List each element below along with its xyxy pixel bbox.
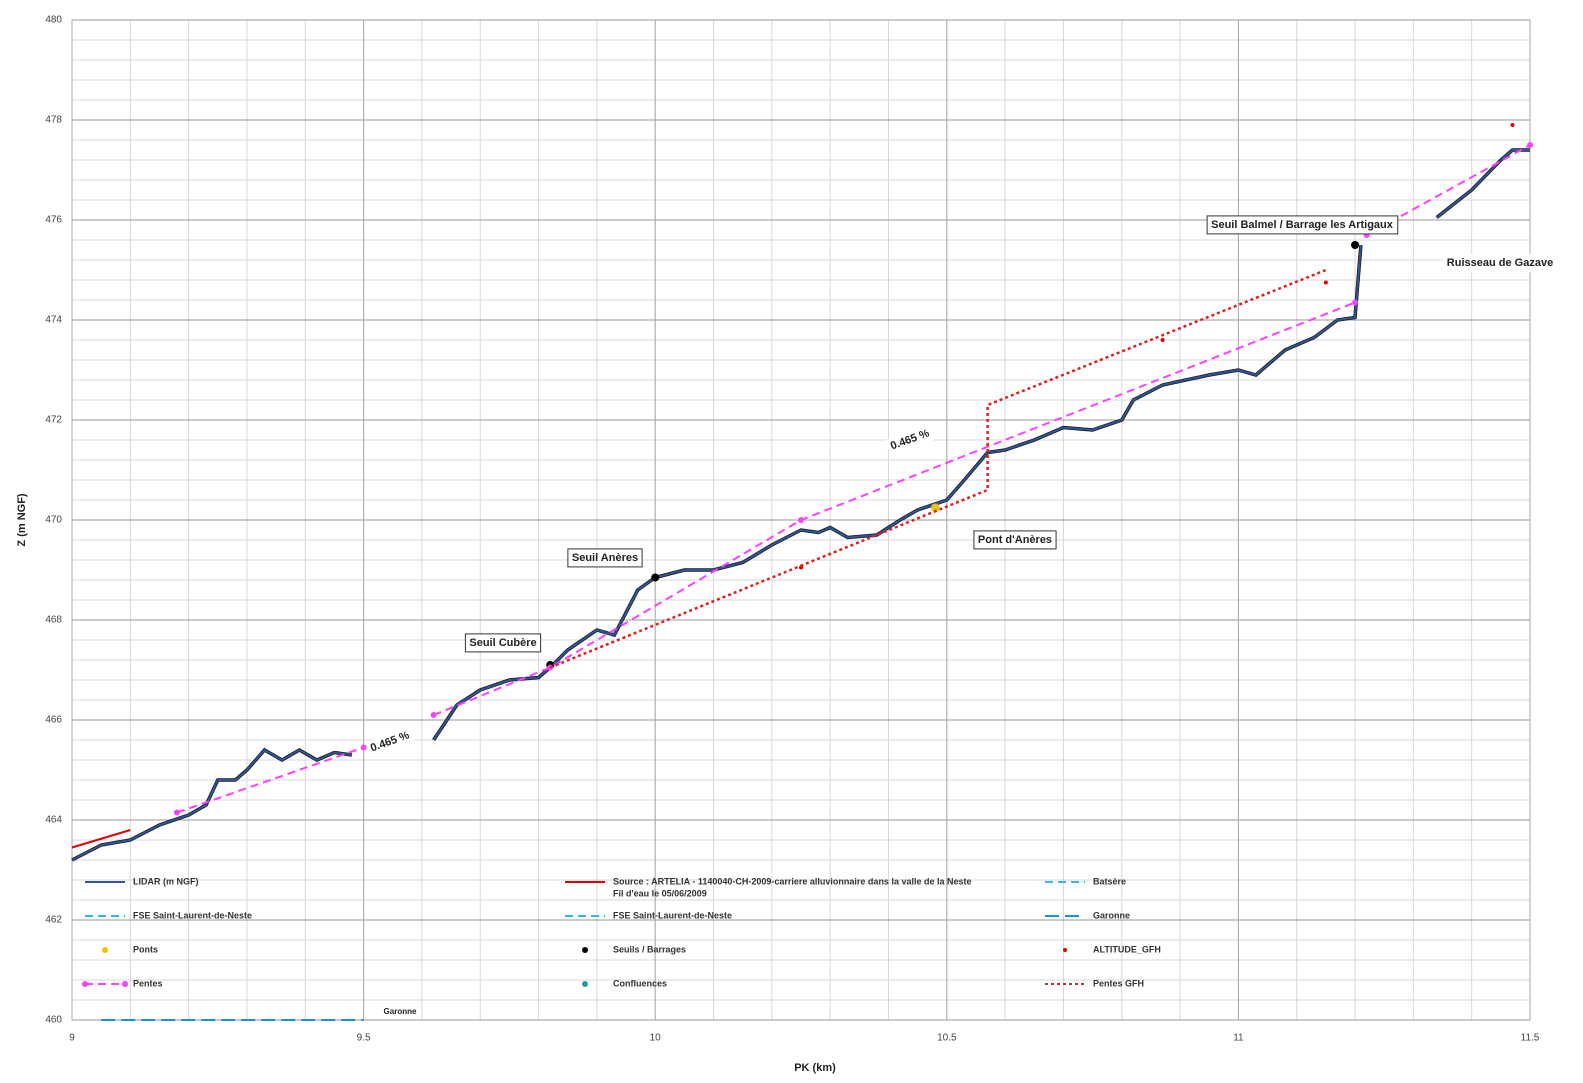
series-marker [651,573,660,582]
legend-label: Pentes [133,978,163,988]
legend-label: ALTITUDE_GFH [1093,944,1161,954]
x-tick-label: 10.5 [937,1033,957,1044]
annotation-box [1442,253,1558,272]
annotation: Garonne [384,1007,417,1016]
y-tick-label: 466 [45,715,62,726]
legend-marker [582,947,588,953]
annotation-box [973,530,1057,550]
y-tick-label: 478 [45,115,62,126]
series-marker [1351,241,1360,249]
legend-label: FSE Saint-Laurent-de-Neste [133,910,252,920]
series-marker [1160,338,1165,342]
legend-label: Confluences [613,978,667,988]
annotation-bg [885,424,935,456]
y-tick-label: 472 [45,415,62,426]
legend-note: Fil d'eau le 05/06/2009 [613,888,707,898]
annotation: Seuil Cubère [464,633,542,653]
annotation-box [567,548,643,568]
annotation-text: Seuil Anères [572,552,638,564]
annotation-box [464,633,542,653]
series-marker [1352,299,1359,306]
legend-label: Pentes GFH [1093,978,1144,988]
series-line [71,149,1530,861]
x-tick-label: 9.5 [357,1033,371,1044]
legend-label: Seuils / Barrages [613,944,686,954]
annotation: Pont d'Anères [973,530,1057,550]
series-marker [430,712,437,718]
annotation: Ruisseau de Gazave [1442,253,1558,272]
annotation-text: Seuil Cubère [469,637,536,649]
annotation-text: Ruisseau de Gazave [1447,257,1553,269]
series-marker [1510,123,1515,127]
series-marker [360,744,367,751]
y-tick-label: 480 [45,15,62,26]
x-axis-label: PK (km) [794,1062,836,1074]
legend-label: Source : ARTELIA - 1140040-CH-2009-carri… [613,876,972,886]
y-tick-label: 464 [45,815,62,826]
annotation-text: Pont d'Anères [978,534,1052,546]
legend-marker [582,981,588,987]
legend-label: Batsère [1093,876,1126,886]
y-tick-label: 476 [45,215,62,226]
legend-marker [122,981,128,987]
legend-marker [1063,948,1067,952]
legend-label: Garonne [1093,910,1130,920]
series-line [549,268,1327,669]
y-tick-label: 468 [45,615,62,626]
series-line [71,829,131,849]
legend-marker [102,947,108,953]
legend-marker [82,981,88,987]
annotation-bg [365,726,415,758]
annotation-box [1206,215,1399,235]
x-tick-label: 10 [650,1033,662,1044]
annotation: Seuil Anères [567,548,643,568]
annotation-text: Garonne [384,1007,417,1016]
x-tick-label: 9 [69,1033,75,1044]
series-marker [1323,280,1328,285]
y-tick-label: 460 [45,1015,62,1026]
legend-label: FSE Saint-Laurent-de-Neste [613,910,732,920]
legend-label: LIDAR (m NGF) [133,876,199,886]
series-marker [931,503,940,512]
y-tick-label: 474 [45,315,62,326]
x-tick-label: 11.5 [1521,1033,1540,1044]
series-marker [1527,142,1533,148]
x-tick-label: 11 [1233,1033,1244,1044]
y-axis-label: Z (m NGF) [16,493,28,546]
legend-label: Ponts [133,944,158,954]
y-tick-label: 462 [45,915,62,926]
annotation: Seuil Balmel / Barrage les Artigaux [1206,215,1399,235]
series-marker [798,517,804,523]
y-tick-label: 470 [45,515,62,526]
annotation-text: Seuil Balmel / Barrage les Artigaux [1211,219,1394,231]
series-marker [173,809,180,816]
